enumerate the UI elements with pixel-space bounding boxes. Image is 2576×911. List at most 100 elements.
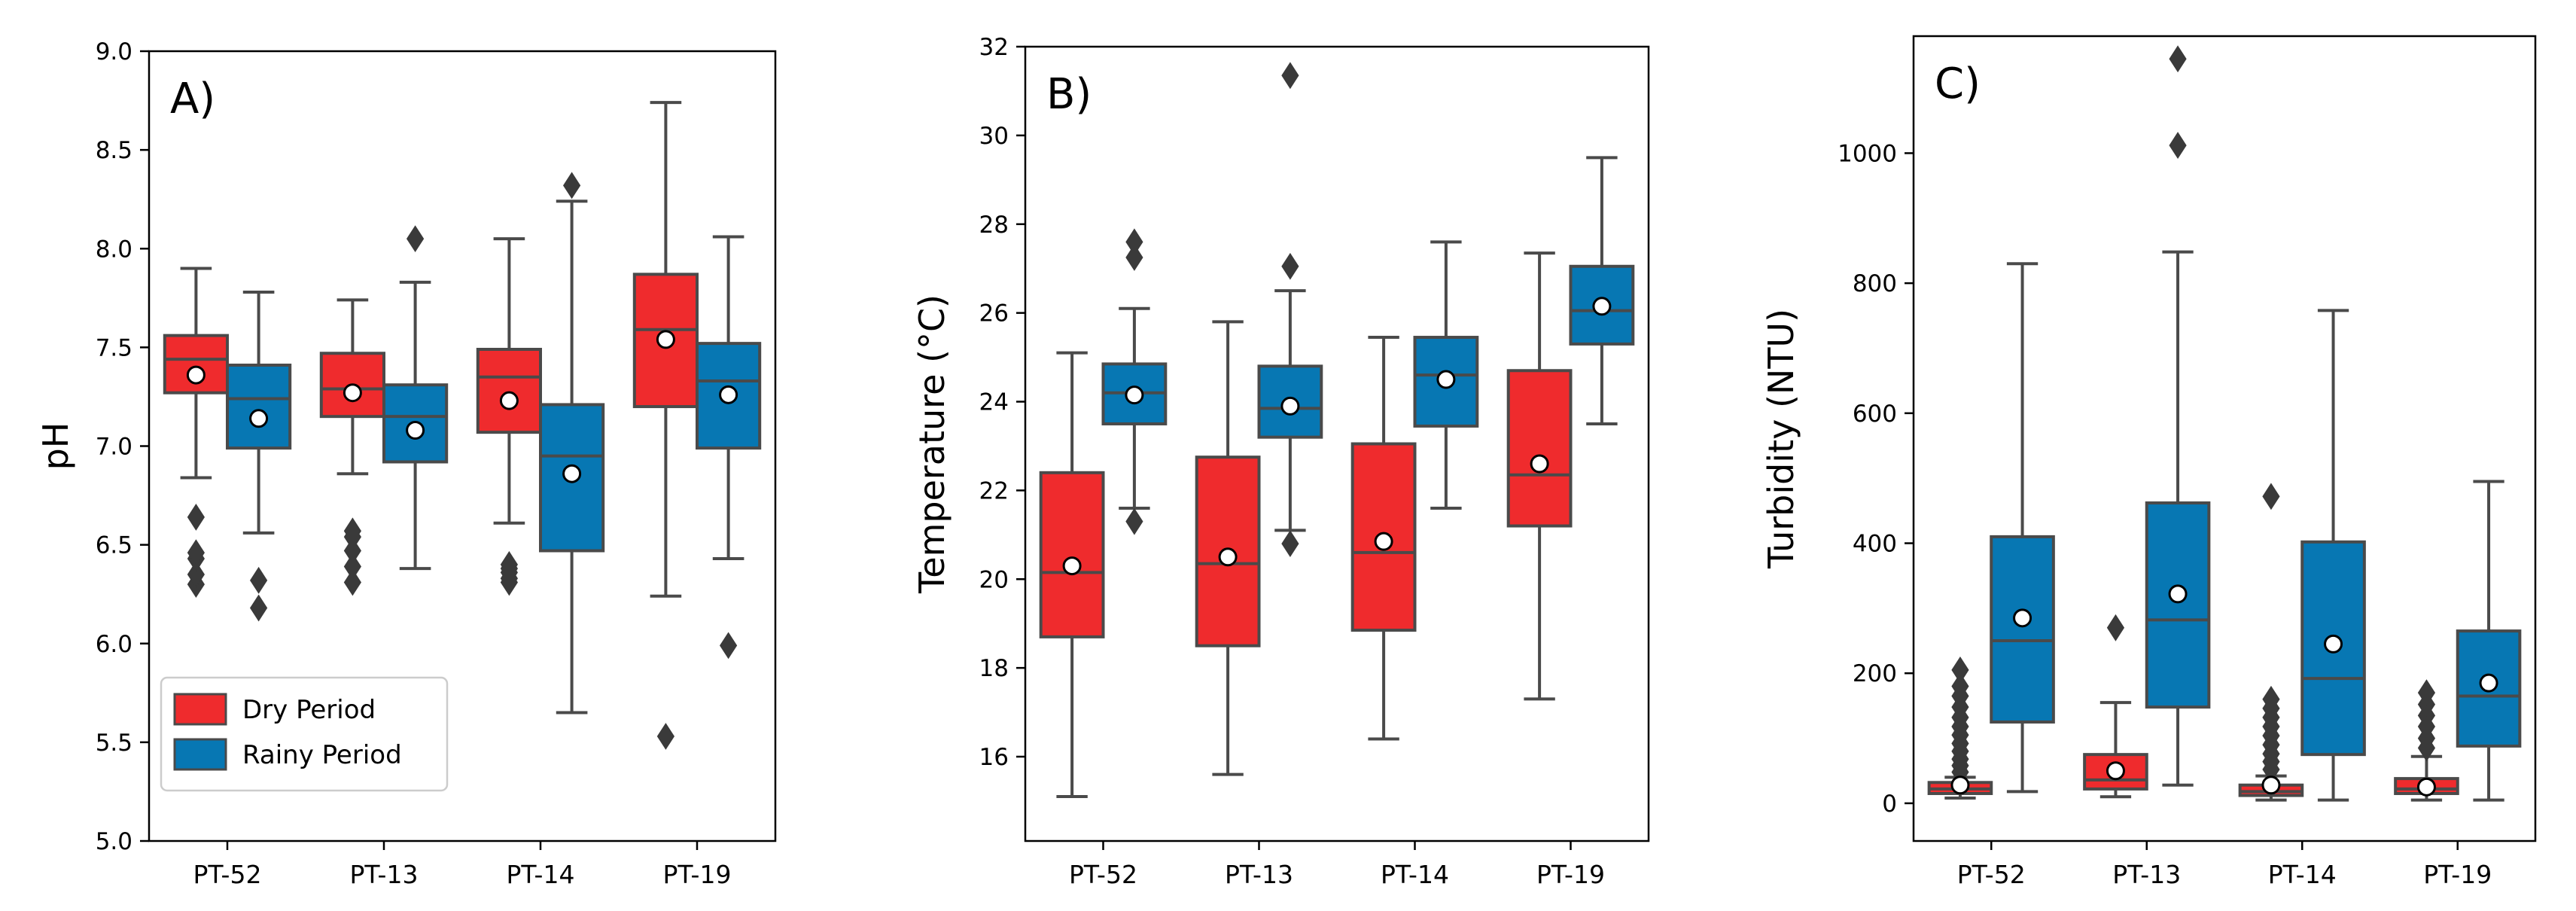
x-tick-label: PT-13 xyxy=(1225,860,1293,889)
outlier-point xyxy=(343,537,361,565)
box-pt-52-rainy xyxy=(226,290,292,622)
outlier-point xyxy=(1281,530,1299,558)
outlier-point xyxy=(2169,45,2187,73)
outlier-point xyxy=(406,225,425,253)
y-tick-label: 8.0 xyxy=(96,236,132,263)
axes-frame xyxy=(1912,35,2537,842)
outlier-point xyxy=(1125,244,1143,271)
chart-panel-2: 16 18 20 22 24 26 28 30 32 PT-52 PT-13 PT-14 PT-19 Te… xyxy=(912,34,1650,889)
mean-marker xyxy=(1592,297,1612,316)
y-axis-label: Turbidity (NTU) xyxy=(1761,309,1801,569)
box-pt-13-rainy xyxy=(382,225,449,705)
outlier-point xyxy=(1951,656,1969,684)
y-tick-label: 30 xyxy=(979,123,1009,150)
y-axis-label: pH xyxy=(35,422,76,471)
outlier-point xyxy=(1281,62,1299,90)
x-tick-label: PT-14 xyxy=(1381,860,1449,889)
box-iqr xyxy=(1039,471,1105,638)
box-pt-13-dry xyxy=(319,298,385,596)
box-pt-19-dry xyxy=(1506,251,1573,701)
box-pt-52-dry xyxy=(163,267,229,598)
mean-marker xyxy=(2013,608,2032,628)
mean-marker xyxy=(2106,761,2125,781)
panel-label: B) xyxy=(1046,70,1092,119)
outlier-point xyxy=(1125,507,1143,535)
y-tick-label: 28 xyxy=(979,212,1009,239)
outlier-point xyxy=(1951,672,1969,700)
mean-marker xyxy=(1950,775,1970,795)
y-axis-label: Temperature (°C) xyxy=(912,294,952,594)
x-tick-label: PT-14 xyxy=(2268,860,2337,889)
mean-marker xyxy=(656,330,675,349)
box-iqr xyxy=(1506,369,1573,528)
box-pt-14-rainy xyxy=(1413,240,1479,510)
x-tick-label: PT-19 xyxy=(663,860,732,889)
x-tick-label: PT-52 xyxy=(1069,860,1137,889)
outlier-point xyxy=(1125,228,1143,256)
axes-frame xyxy=(1024,45,1650,842)
box-pt-13-rainy xyxy=(2145,45,2211,787)
mean-marker xyxy=(499,391,519,410)
y-tick-label: 16 xyxy=(979,744,1009,771)
legend-box xyxy=(160,676,449,792)
y-tick-label: 200 xyxy=(1853,660,1897,687)
box-pt-52-rainy xyxy=(1101,228,1168,535)
y-tick-label: 18 xyxy=(979,655,1009,682)
mean-marker xyxy=(406,421,425,440)
box-pt-52-dry xyxy=(1927,656,1993,800)
outlier-point xyxy=(250,594,268,622)
mean-marker xyxy=(2261,775,2281,795)
box-pt-19-dry xyxy=(632,101,699,750)
mean-marker xyxy=(1125,385,1144,405)
box-pt-19-rainy xyxy=(1569,156,1635,425)
box-pt-14-dry xyxy=(476,237,542,596)
outlier-point xyxy=(2169,132,2187,159)
outlier-point xyxy=(187,539,205,567)
mean-marker xyxy=(2479,673,2498,693)
x-tick-label: PT-13 xyxy=(350,860,419,889)
y-tick-label: 1000 xyxy=(1838,140,1897,167)
y-tick-label: 22 xyxy=(979,477,1009,504)
box-pt-52-rainy xyxy=(1990,262,2055,794)
outlier-point xyxy=(656,723,674,750)
outlier-point xyxy=(1281,252,1299,280)
panel-label: C) xyxy=(1935,59,1981,108)
outlier-point xyxy=(343,553,361,580)
mean-marker xyxy=(2168,584,2188,604)
mean-marker xyxy=(1436,370,1456,389)
y-tick-label: 24 xyxy=(979,389,1009,416)
outlier-point xyxy=(2417,679,2436,707)
mean-marker xyxy=(1062,556,1082,576)
y-tick-label: 6.5 xyxy=(96,532,132,559)
y-tick-label: 7.5 xyxy=(96,334,132,361)
outlier-point xyxy=(2262,483,2280,510)
legend-label-dry: Dry Period xyxy=(242,695,376,725)
box-pt-14-dry xyxy=(1350,336,1417,741)
x-tick-label: PT-19 xyxy=(2423,860,2492,889)
box-iqr xyxy=(226,363,292,450)
y-tick-label: 32 xyxy=(979,34,1009,61)
box-pt-13-dry xyxy=(1195,320,1261,776)
outlier-point xyxy=(2262,685,2280,713)
y-tick-label: 400 xyxy=(1853,531,1897,558)
box-iqr xyxy=(1990,535,2055,724)
y-tick-label: 7.0 xyxy=(96,434,132,461)
x-tick-label: PT-19 xyxy=(1536,860,1605,889)
mean-marker xyxy=(1280,396,1300,416)
outlier-point xyxy=(720,632,738,660)
y-tick-label: 8.5 xyxy=(96,137,132,164)
outlier-point xyxy=(500,550,518,578)
box-pt-19-rainy xyxy=(696,235,762,660)
outlier-point xyxy=(343,568,361,596)
legend-swatch-dry xyxy=(173,693,227,726)
outlier-point xyxy=(343,517,361,545)
box-pt-52-dry xyxy=(1039,351,1105,799)
x-tick-label: PT-14 xyxy=(507,860,575,889)
y-tick-label: 9.0 xyxy=(96,38,132,66)
outlier-point xyxy=(187,503,205,531)
box-pt-14-rainy xyxy=(539,172,605,714)
mean-marker xyxy=(249,409,269,428)
y-tick-label: 800 xyxy=(1853,270,1897,297)
mean-marker xyxy=(343,383,362,403)
